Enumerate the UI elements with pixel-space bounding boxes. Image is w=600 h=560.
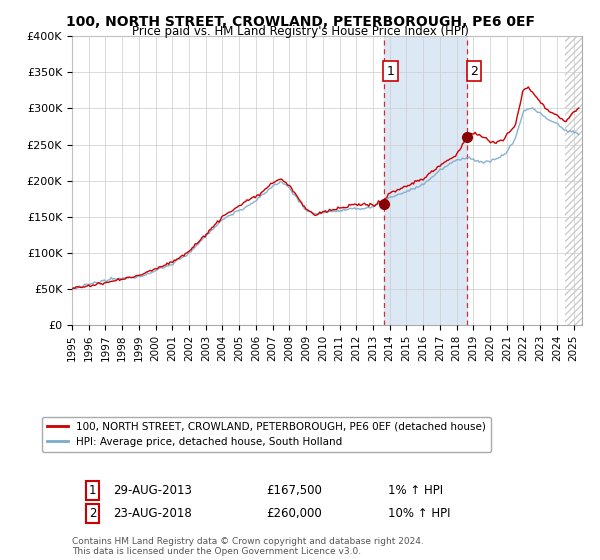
Bar: [565, 36, 582, 325]
Bar: [565, 36, 582, 325]
Text: £260,000: £260,000: [266, 507, 322, 520]
Text: 2: 2: [470, 64, 478, 77]
Text: 23-AUG-2018: 23-AUG-2018: [113, 507, 191, 520]
Text: 1: 1: [386, 64, 394, 77]
Text: 1: 1: [89, 484, 96, 497]
Text: 100, NORTH STREET, CROWLAND, PETERBOROUGH, PE6 0EF: 100, NORTH STREET, CROWLAND, PETERBOROUG…: [65, 15, 535, 29]
Text: 10% ↑ HPI: 10% ↑ HPI: [388, 507, 451, 520]
Text: 29-AUG-2013: 29-AUG-2013: [113, 484, 191, 497]
Text: Price paid vs. HM Land Registry's House Price Index (HPI): Price paid vs. HM Land Registry's House …: [131, 25, 469, 38]
Text: 2: 2: [89, 507, 96, 520]
Text: £167,500: £167,500: [266, 484, 322, 497]
Text: 1% ↑ HPI: 1% ↑ HPI: [388, 484, 443, 497]
Legend: 100, NORTH STREET, CROWLAND, PETERBOROUGH, PE6 0EF (detached house), HPI: Averag: 100, NORTH STREET, CROWLAND, PETERBOROUG…: [41, 417, 491, 452]
Bar: [384, 36, 467, 325]
Text: Contains HM Land Registry data © Crown copyright and database right 2024.
This d: Contains HM Land Registry data © Crown c…: [72, 537, 424, 556]
